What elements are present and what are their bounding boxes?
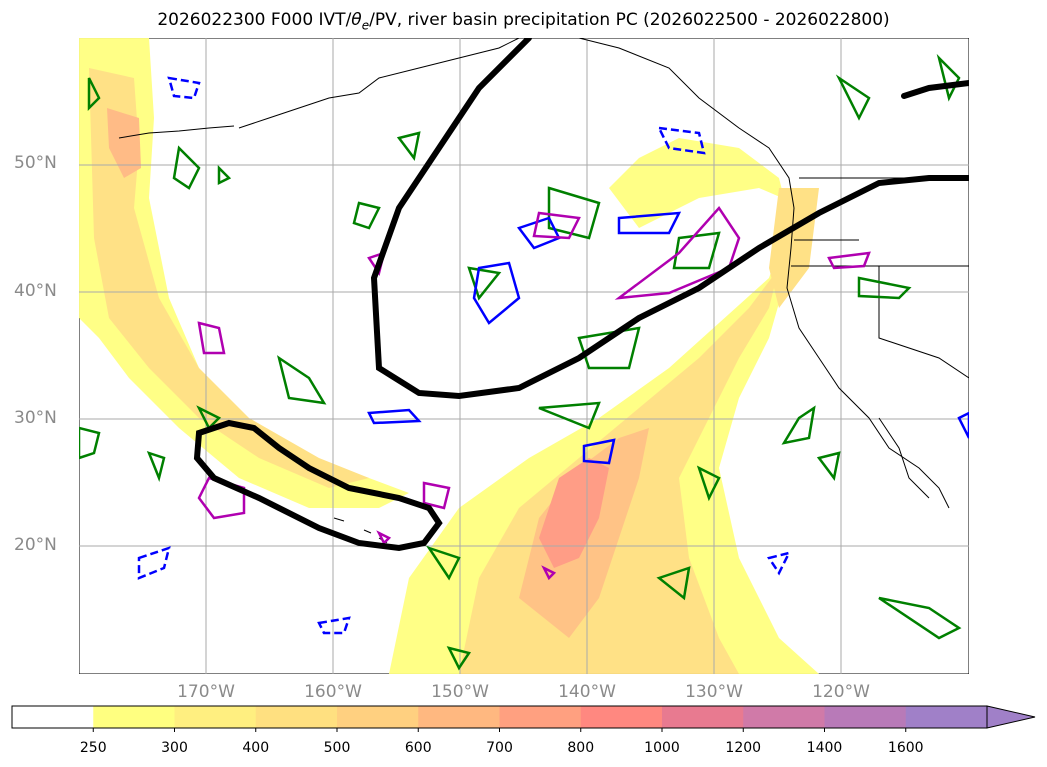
colorbar-segment	[905, 706, 988, 728]
lon-label-150w: 150°W	[431, 682, 489, 702]
colorbar-tick-label: 1000	[644, 740, 680, 756]
colorbar-segment	[255, 706, 338, 728]
colorbar-segment	[418, 706, 500, 728]
colorbar-segment	[12, 706, 94, 728]
colorbar-tick-label: 800	[567, 740, 595, 756]
ivt-ar-max	[539, 458, 609, 568]
colorbar-tick-label: 600	[404, 740, 432, 756]
pv-positive-contours	[79, 53, 962, 671]
lon-label-160w: 160°W	[304, 682, 362, 702]
aleutians	[118, 125, 235, 139]
map-panel	[79, 38, 969, 674]
lat-label-40n: 40°N	[14, 281, 57, 301]
theta-e-loop	[193, 419, 443, 552]
state-border-ca-nv	[878, 266, 969, 379]
colorbar-segment	[174, 706, 257, 728]
lon-label-130w: 130°W	[685, 682, 743, 702]
lon-label-120w: 120°W	[812, 682, 870, 702]
lon-label-170w: 170°W	[177, 682, 235, 702]
map-title: 2026022300 F000 IVT/θe/PV, river basin p…	[157, 10, 890, 33]
coastlines	[118, 38, 969, 544]
colorbar-tick-label: 1600	[887, 740, 924, 756]
colorbar	[11, 705, 1036, 732]
theta-e-northeast	[901, 80, 969, 99]
colorbar-segment	[337, 706, 419, 728]
ivt-shading	[79, 38, 819, 674]
colorbar-tick-label: 400	[242, 740, 270, 756]
colorbar-tick-label: 250	[79, 740, 107, 756]
lat-label-20n: 20°N	[14, 535, 57, 555]
colorbar-tick-label: 500	[323, 740, 351, 756]
lon-label-140w: 140°W	[558, 682, 616, 702]
colorbar-segment	[499, 706, 582, 728]
colorbar-extend-arrow	[986, 705, 1036, 729]
colorbar-segment	[743, 706, 825, 728]
alaska-coast	[238, 38, 520, 129]
bc-coast	[578, 38, 795, 209]
colorbar-segment	[93, 706, 175, 728]
lat-label-30n: 30°N	[14, 408, 57, 428]
ivt-west-max	[107, 108, 141, 178]
pv-negative-contours	[137, 76, 969, 635]
colorbar-tick-label: 1400	[806, 740, 843, 756]
theta-e-contours	[193, 38, 969, 552]
gridlines	[79, 38, 969, 674]
us-west-coast	[786, 207, 950, 509]
colorbar-tick-label: 1200	[725, 740, 762, 756]
baja	[878, 417, 930, 499]
precip-pc-contours	[197, 205, 871, 581]
lat-label-50n: 50°N	[14, 153, 57, 173]
colorbar-tick-label: 300	[161, 740, 188, 756]
colorbar-segment	[662, 706, 744, 728]
colorbar-segment	[580, 706, 663, 728]
theta-e-main	[370, 38, 969, 400]
colorbar-segment	[824, 706, 907, 728]
ivt-ar-band	[389, 138, 819, 674]
ivt-west-band-core	[89, 68, 369, 488]
ivt-west-band	[79, 38, 409, 508]
colorbar-tick-label: 700	[486, 740, 513, 756]
